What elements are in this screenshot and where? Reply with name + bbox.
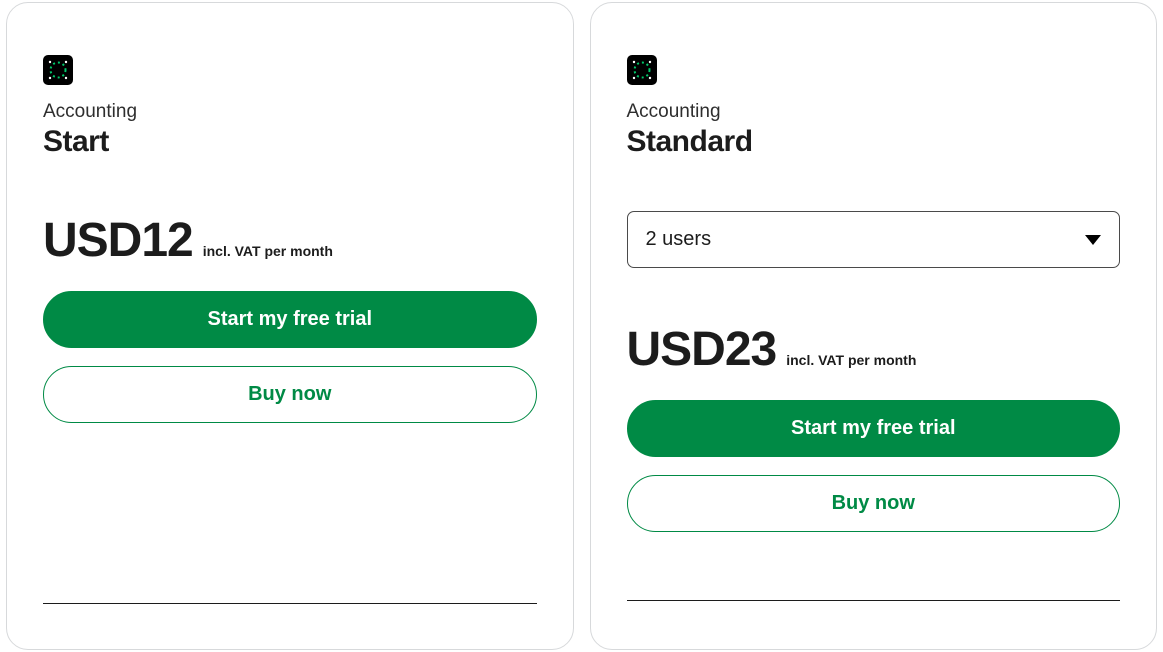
pricing-card-standard: Accounting Standard 2 users USD23 incl. … — [590, 2, 1158, 650]
start-free-trial-button[interactable]: Start my free trial — [43, 291, 537, 348]
plan-category: Accounting — [43, 101, 537, 123]
users-select[interactable]: 2 users — [627, 211, 1121, 268]
product-icon — [627, 55, 657, 85]
buy-now-button[interactable]: Buy now — [43, 366, 537, 423]
pricing-card-start: Accounting Start USD12 incl. VAT per mon… — [6, 2, 574, 650]
plan-category: Accounting — [627, 101, 1121, 123]
price-row: USD12 incl. VAT per month — [43, 217, 537, 265]
users-select-value: 2 users — [646, 228, 712, 251]
pricing-cards-row: Accounting Start USD12 incl. VAT per mon… — [0, 0, 1163, 652]
divider — [627, 600, 1121, 601]
price-note: incl. VAT per month — [203, 243, 333, 259]
divider — [43, 603, 537, 604]
price-value: USD12 — [43, 217, 193, 265]
plan-name: Start — [43, 125, 537, 159]
buy-now-button[interactable]: Buy now — [627, 475, 1121, 532]
chevron-down-icon — [1085, 235, 1101, 245]
plan-name: Standard — [627, 125, 1121, 159]
product-icon — [43, 55, 73, 85]
price-value: USD23 — [627, 326, 777, 374]
start-free-trial-button[interactable]: Start my free trial — [627, 400, 1121, 457]
price-note: incl. VAT per month — [786, 352, 916, 368]
price-row: USD23 incl. VAT per month — [627, 326, 1121, 374]
